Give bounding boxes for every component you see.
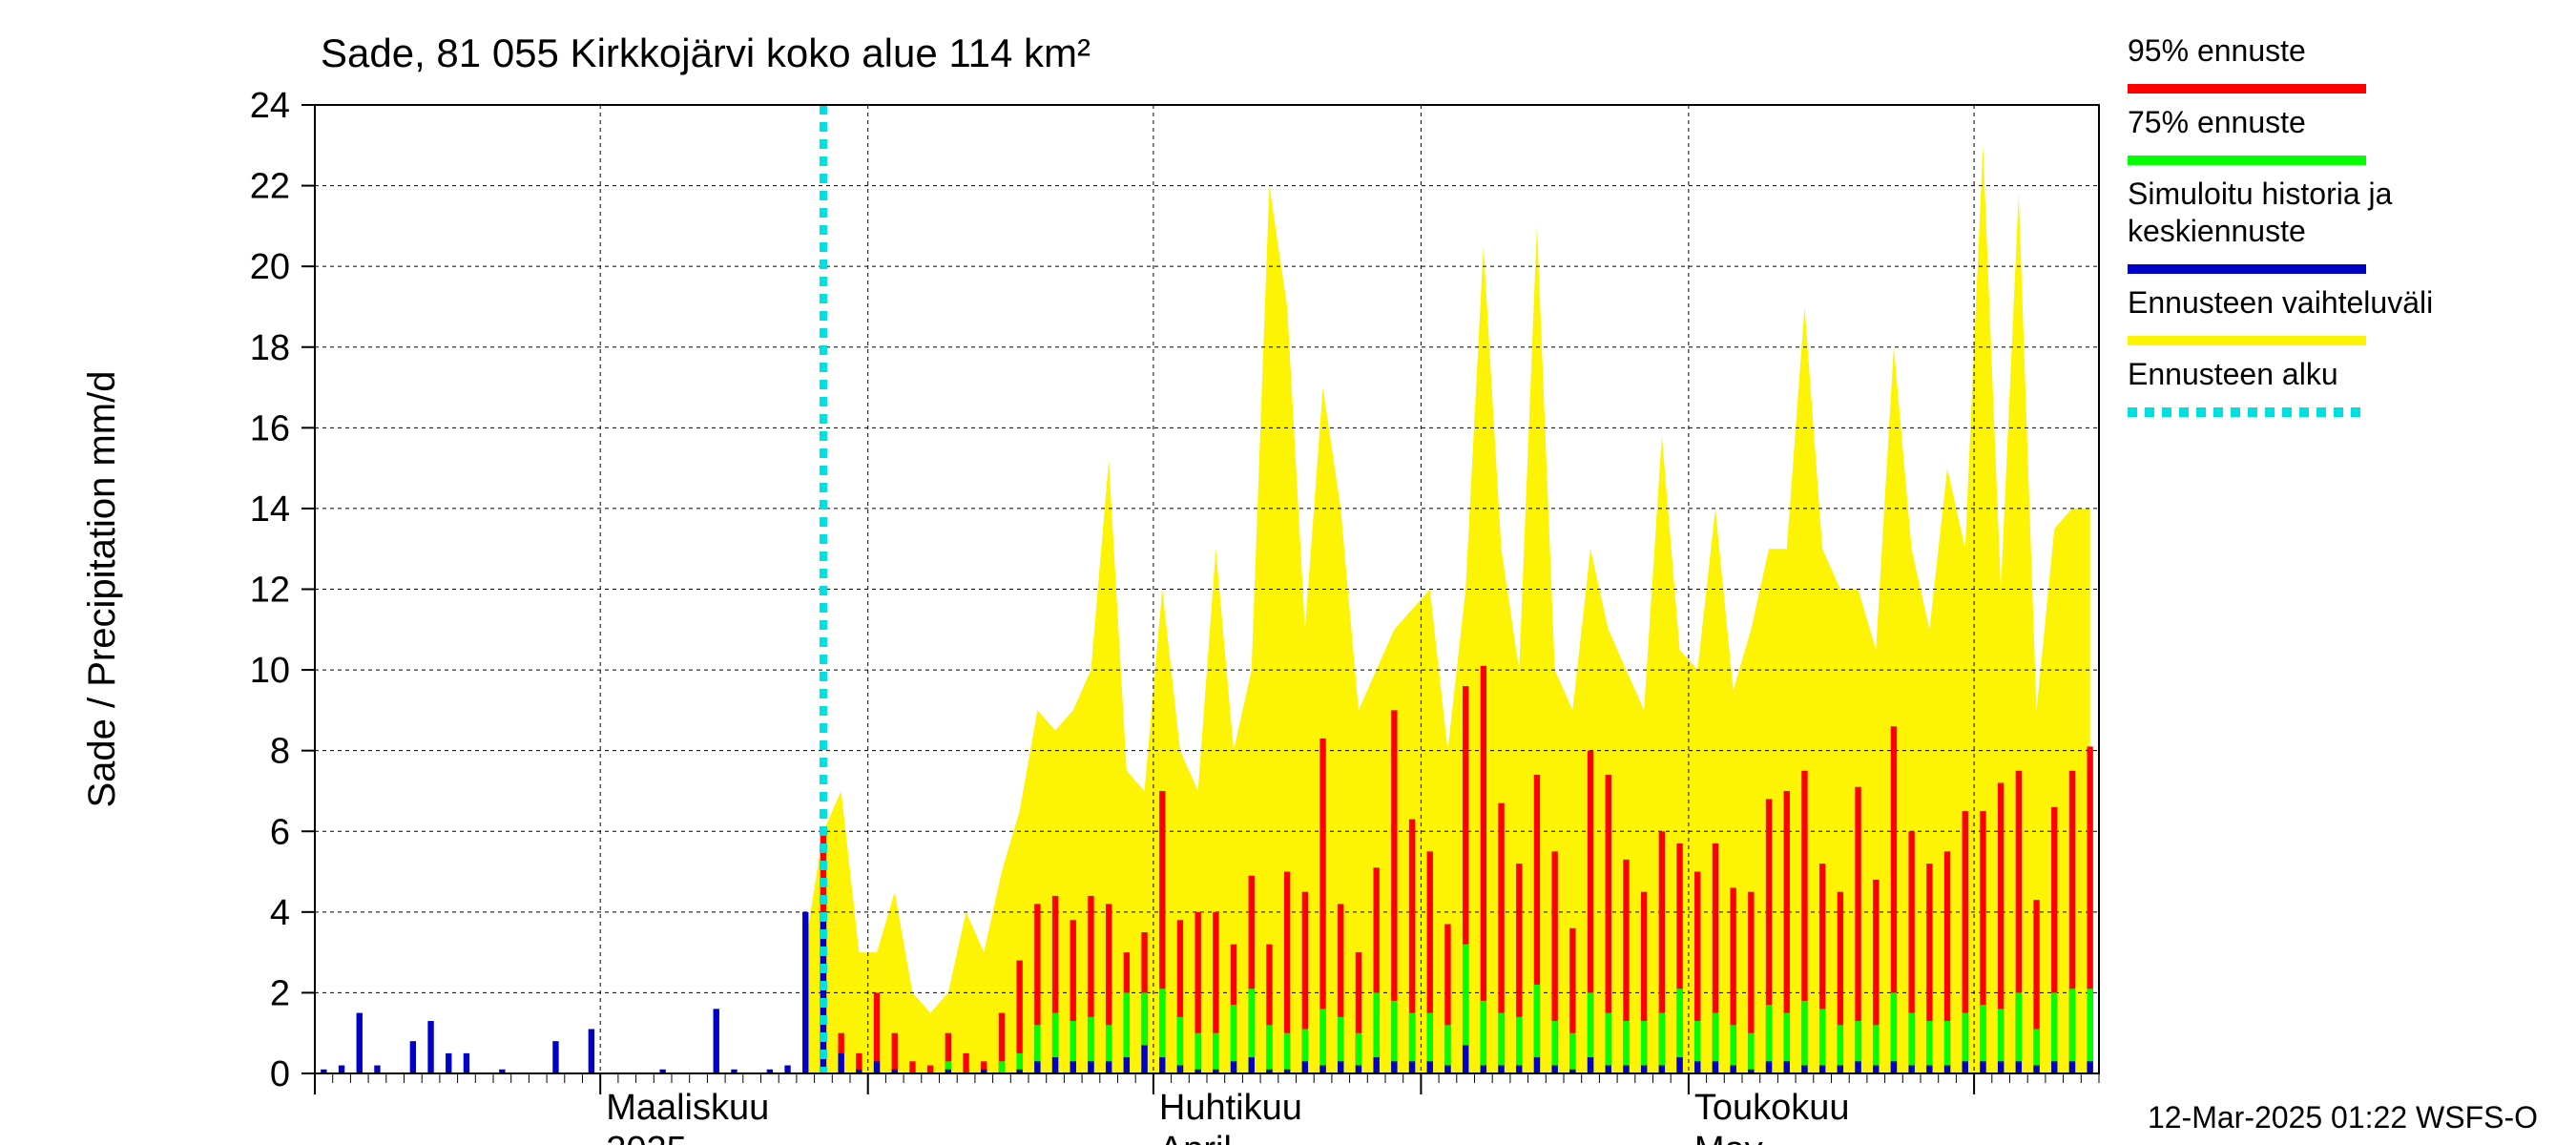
y-tick-label: 20 — [250, 247, 290, 287]
x-axis-label: Huhtikuu — [1159, 1088, 1302, 1128]
footer-timestamp: 12-Mar-2025 01:22 WSFS-O — [2148, 1100, 2538, 1135]
y-tick-label: 12 — [250, 571, 290, 611]
x-axis-label: April — [1159, 1130, 1232, 1145]
legend-label: Simuloitu historia ja — [2128, 177, 2393, 211]
x-axis-label: Toukokuu — [1694, 1088, 1850, 1128]
y-tick-label: 22 — [250, 167, 290, 207]
legend-label: Ennusteen alku — [2128, 357, 2338, 391]
y-tick-label: 24 — [250, 86, 290, 126]
y-tick-label: 10 — [250, 651, 290, 691]
y-tick-label: 16 — [250, 408, 290, 448]
y-tick-label: 8 — [270, 732, 290, 772]
legend-label: 75% ennuste — [2128, 105, 2306, 139]
x-axis-label: 2025 — [606, 1130, 687, 1145]
y-tick-label: 4 — [270, 893, 290, 933]
y-tick-label: 6 — [270, 812, 290, 852]
y-axis-label: Sade / Precipitation mm/d — [81, 371, 123, 808]
y-tick-label: 2 — [270, 973, 290, 1013]
x-axis-label: May — [1694, 1130, 1763, 1145]
legend-label: keskiennuste — [2128, 214, 2306, 248]
y-tick-label: 18 — [250, 328, 290, 368]
legend-label: Ennusteen vaihteluväli — [2128, 285, 2433, 320]
y-tick-label: 0 — [270, 1054, 290, 1094]
legend-label: 95% ennuste — [2128, 33, 2306, 68]
precipitation-forecast-chart: 024681012141618202224Maaliskuu2025Huhtik… — [0, 0, 2576, 1145]
y-tick-label: 14 — [250, 489, 290, 530]
chart-title: Sade, 81 055 Kirkkojärvi koko alue 114 k… — [321, 31, 1091, 75]
x-axis-label: Maaliskuu — [606, 1088, 769, 1128]
chart-svg: 024681012141618202224Maaliskuu2025Huhtik… — [0, 0, 2576, 1145]
